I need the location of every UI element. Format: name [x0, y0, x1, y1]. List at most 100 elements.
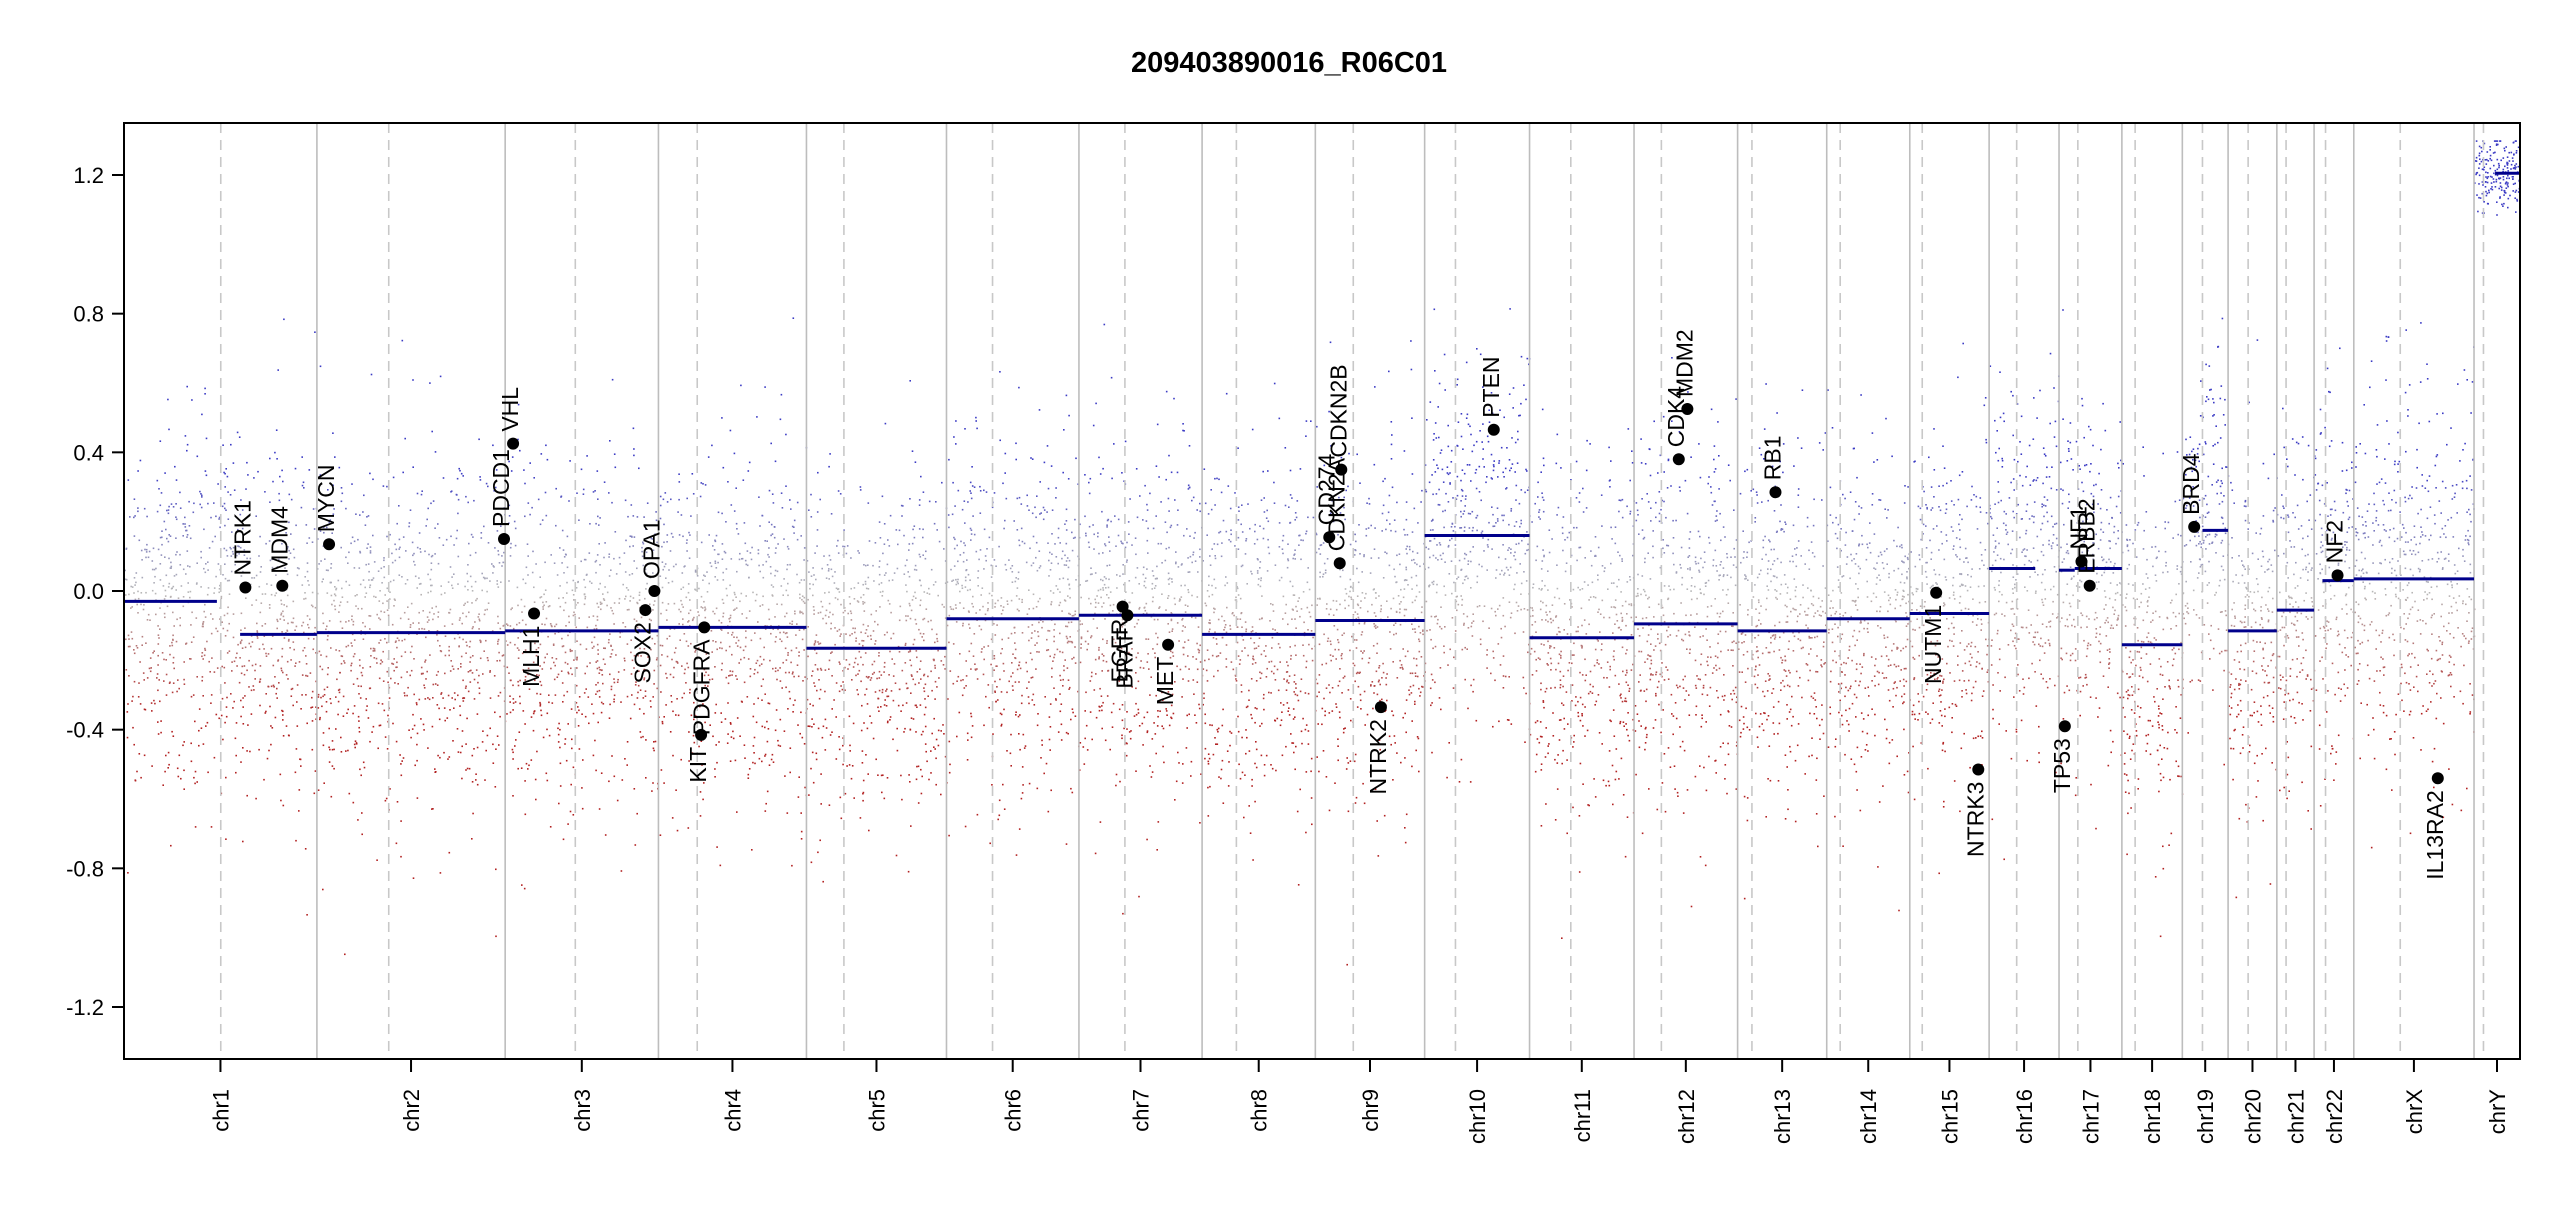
probe-point — [578, 617, 580, 619]
probe-point — [1059, 693, 1061, 695]
probe-point — [439, 756, 441, 759]
probe-point — [686, 497, 688, 500]
probe-point — [209, 671, 211, 673]
probe-point — [301, 624, 303, 627]
probe-point — [870, 638, 872, 640]
probe-point — [499, 715, 501, 718]
probe-point — [220, 597, 223, 600]
probe-point — [719, 864, 722, 867]
probe-point — [1103, 323, 1106, 326]
probe-point — [328, 727, 330, 730]
probe-point — [666, 541, 668, 543]
probe-point — [290, 533, 292, 535]
probe-point — [1274, 720, 1277, 722]
probe-point — [442, 697, 444, 699]
probe-point — [163, 520, 166, 523]
probe-point — [539, 703, 542, 706]
probe-point — [764, 628, 767, 630]
probe-point — [469, 640, 472, 643]
probe-point — [599, 603, 602, 605]
probe-point — [950, 568, 952, 571]
probe-point — [168, 557, 170, 560]
probe-point — [545, 601, 548, 603]
probe-point — [1065, 731, 1068, 734]
probe-point — [339, 671, 341, 674]
probe-point — [288, 521, 290, 524]
probe-point — [1299, 468, 1302, 470]
probe-point — [753, 736, 756, 739]
probe-point — [506, 474, 508, 477]
probe-point — [1192, 656, 1194, 658]
probe-point — [751, 849, 753, 851]
probe-point — [392, 722, 394, 725]
probe-point — [1135, 672, 1137, 674]
probe-point — [885, 705, 888, 707]
probe-point — [918, 553, 921, 556]
probe-point — [206, 640, 208, 643]
probe-point — [664, 563, 667, 565]
probe-point — [815, 578, 817, 581]
probe-point — [226, 629, 229, 632]
probe-point — [581, 807, 584, 810]
probe-point — [642, 697, 645, 699]
probe-point — [162, 585, 165, 587]
probe-point — [535, 798, 537, 801]
probe-point — [367, 515, 370, 517]
probe-point — [1065, 564, 1068, 566]
probe-point — [345, 580, 347, 583]
probe-point — [1189, 535, 1191, 537]
probe-point — [1168, 454, 1170, 457]
probe-point — [1187, 589, 1189, 591]
probe-point — [814, 649, 816, 651]
probe-point — [609, 703, 611, 706]
probe-point — [1285, 603, 1287, 606]
probe-point — [707, 674, 710, 676]
probe-point — [850, 619, 853, 621]
probe-point — [864, 583, 867, 585]
probe-point — [948, 458, 950, 461]
probe-point — [1209, 724, 1211, 726]
probe-point — [961, 508, 964, 511]
probe-point — [876, 677, 878, 680]
probe-point — [600, 669, 603, 672]
probe-point — [838, 628, 841, 631]
probe-point — [1127, 638, 1129, 640]
probe-point — [1345, 768, 1348, 770]
probe-point — [390, 677, 392, 680]
probe-point — [578, 519, 580, 521]
probe-point — [1020, 797, 1023, 800]
probe-point — [1123, 480, 1125, 482]
probe-point — [964, 544, 966, 547]
probe-point — [812, 594, 814, 597]
probe-point — [1047, 542, 1049, 544]
probe-point — [801, 598, 803, 601]
probe-point — [269, 457, 271, 460]
probe-point — [418, 611, 420, 614]
probe-point — [541, 623, 543, 625]
probe-point — [254, 669, 256, 672]
probe-point — [972, 595, 974, 598]
probe-point — [498, 562, 501, 564]
probe-point — [774, 574, 776, 577]
probe-point — [496, 530, 499, 532]
probe-point — [396, 661, 398, 664]
probe-point — [663, 541, 665, 544]
probe-point — [1098, 709, 1101, 712]
probe-point — [800, 838, 803, 840]
probe-point — [1229, 624, 1231, 627]
probe-point — [1311, 659, 1314, 662]
probe-point — [224, 682, 226, 684]
probe-point — [1186, 714, 1188, 717]
probe-point — [474, 580, 477, 583]
probe-point — [322, 695, 324, 698]
probe-point — [1065, 508, 1068, 511]
probe-point — [702, 483, 704, 485]
probe-point — [221, 665, 223, 668]
probe-point — [979, 549, 982, 551]
probe-point — [166, 605, 169, 608]
probe-point — [764, 726, 766, 729]
probe-point — [860, 729, 863, 732]
probe-point — [1065, 560, 1068, 562]
probe-point — [1236, 626, 1239, 628]
probe-point — [154, 702, 156, 705]
